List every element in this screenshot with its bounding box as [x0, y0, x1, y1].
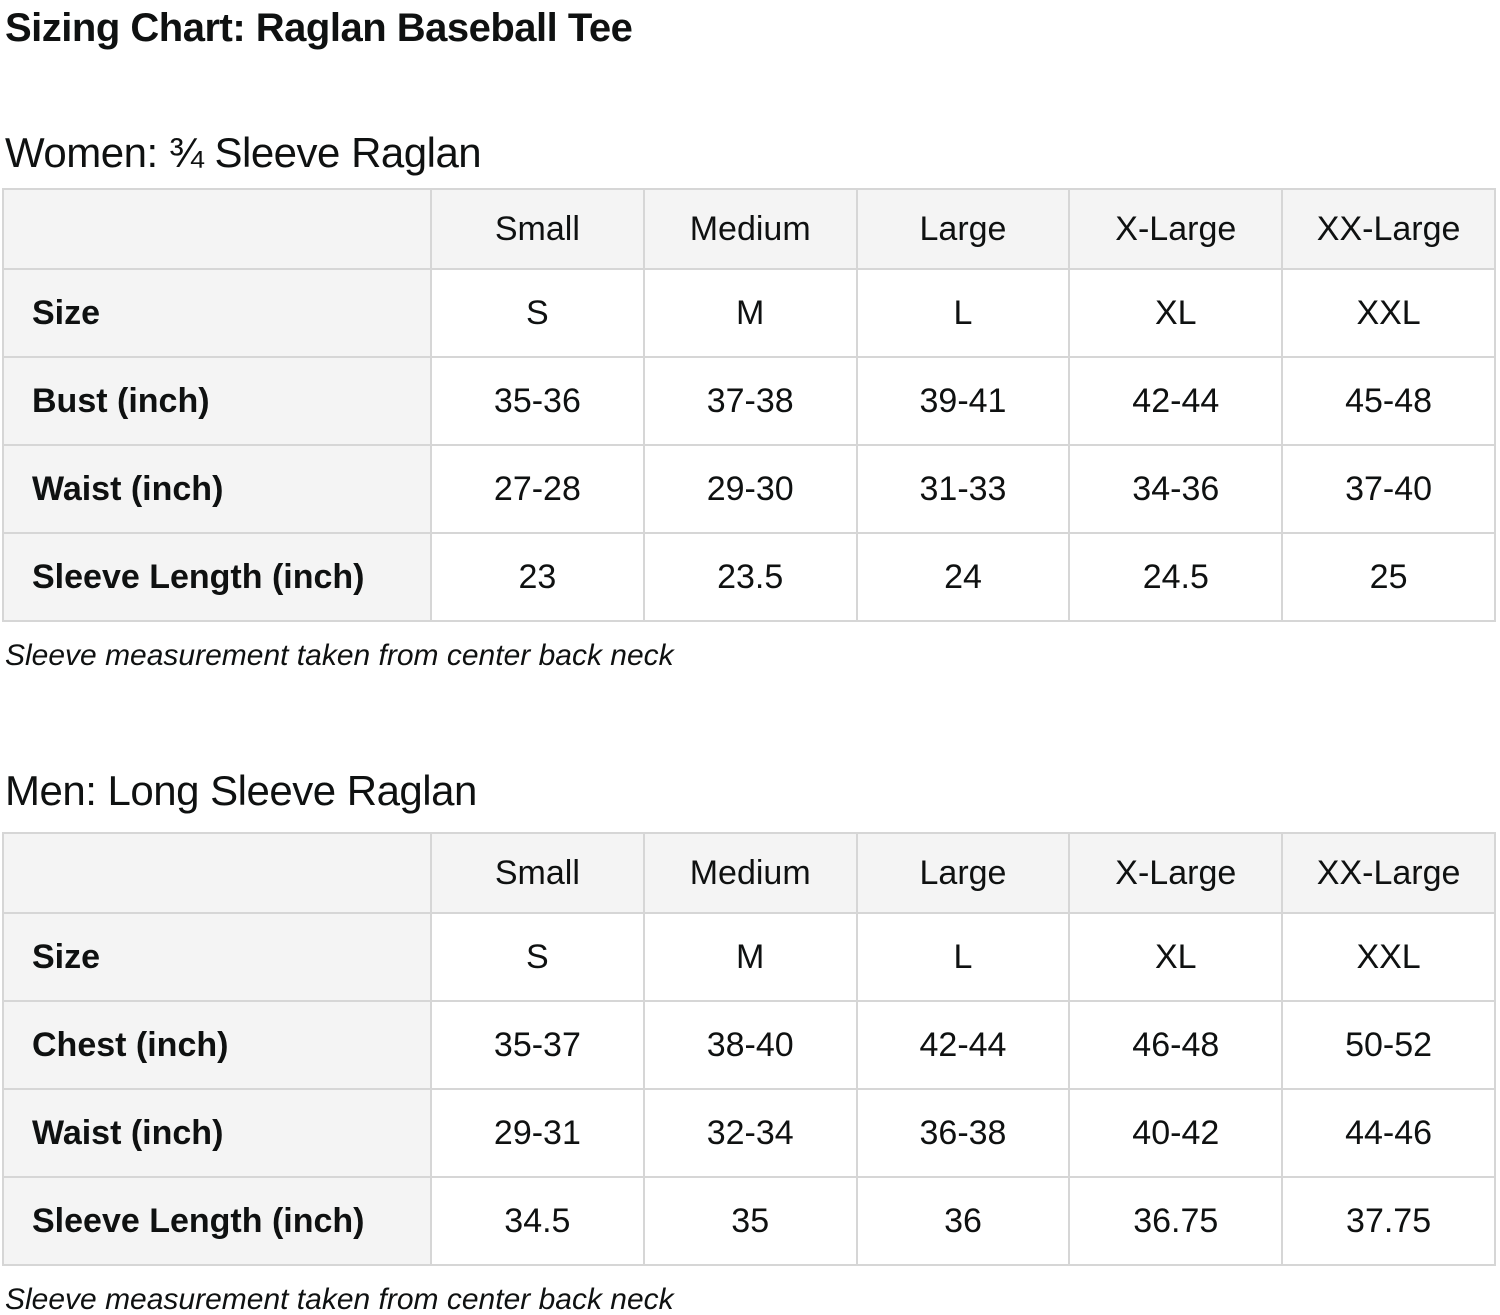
men-row-waist: Waist (inch) 29-31 32-34 36-38 40-42 44-… [2, 1088, 1496, 1178]
women-column-header-xxlarge: XX-Large [1281, 188, 1496, 270]
table-cell: S [430, 268, 645, 358]
table-cell: 42-44 [1068, 356, 1284, 446]
table-cell: 35-37 [430, 1000, 645, 1090]
table-cell: 45-48 [1281, 356, 1496, 446]
women-row-size: Size S M L XL XXL [2, 268, 1496, 358]
table-cell: 35 [642, 1176, 858, 1266]
row-label: Size [2, 912, 432, 1002]
row-label: Bust (inch) [2, 356, 432, 446]
table-cell: 36 [855, 1176, 1071, 1266]
table-cell: 24 [855, 532, 1071, 622]
row-label: Waist (inch) [2, 1088, 432, 1178]
table-cell: XXL [1281, 912, 1496, 1002]
women-sleeve-note: Sleeve measurement taken from center bac… [5, 639, 674, 672]
table-cell: XXL [1281, 268, 1496, 358]
men-row-sleeve-length: Sleeve Length (inch) 34.5 35 36 36.75 37… [2, 1176, 1496, 1266]
men-sleeve-note: Sleeve measurement taken from center bac… [5, 1283, 674, 1315]
row-label: Chest (inch) [2, 1000, 432, 1090]
men-column-header-medium: Medium [642, 832, 858, 914]
men-size-table: Small Medium Large X-Large XX-Large Size… [2, 832, 1496, 1266]
women-row-sleeve-length: Sleeve Length (inch) 23 23.5 24 24.5 25 [2, 532, 1496, 622]
row-label: Sleeve Length (inch) [2, 1176, 432, 1266]
section-women: Women: ¾ Sleeve Raglan Small Medium Larg… [0, 128, 1500, 674]
table-cell: M [642, 912, 858, 1002]
table-cell: 36-38 [855, 1088, 1071, 1178]
row-label: Sleeve Length (inch) [2, 532, 432, 622]
table-cell: S [430, 912, 645, 1002]
men-column-header-large: Large [855, 832, 1071, 914]
men-header-row: Small Medium Large X-Large XX-Large [2, 832, 1496, 914]
table-cell: 37-40 [1281, 444, 1496, 534]
table-cell: 29-30 [642, 444, 858, 534]
section-men-heading: Men: Long Sleeve Raglan [5, 767, 477, 814]
table-cell: 40-42 [1068, 1088, 1284, 1178]
women-column-header-xlarge: X-Large [1068, 188, 1284, 270]
table-cell: 37.75 [1281, 1176, 1496, 1266]
men-column-header-xxlarge: XX-Large [1281, 832, 1496, 914]
table-cell: 29-31 [430, 1088, 645, 1178]
women-column-header-medium: Medium [642, 188, 858, 270]
men-row-chest: Chest (inch) 35-37 38-40 42-44 46-48 50-… [2, 1000, 1496, 1090]
page-title: Sizing Chart: Raglan Baseball Tee [5, 6, 633, 50]
sizing-chart-page: Sizing Chart: Raglan Baseball Tee Women:… [0, 4, 1500, 1315]
women-header-row: Small Medium Large X-Large XX-Large [2, 188, 1496, 270]
table-cell: L [855, 268, 1071, 358]
men-row-size: Size S M L XL XXL [2, 912, 1496, 1002]
women-column-header-large: Large [855, 188, 1071, 270]
table-cell: 37-38 [642, 356, 858, 446]
women-column-header-small: Small [430, 188, 645, 270]
table-cell: 46-48 [1068, 1000, 1284, 1090]
table-cell: 38-40 [642, 1000, 858, 1090]
table-cell: M [642, 268, 858, 358]
table-cell: XL [1068, 912, 1284, 1002]
table-cell: 32-34 [642, 1088, 858, 1178]
women-row-bust: Bust (inch) 35-36 37-38 39-41 42-44 45-4… [2, 356, 1496, 446]
table-cell: 39-41 [855, 356, 1071, 446]
table-cell: 42-44 [855, 1000, 1071, 1090]
table-cell: 25 [1281, 532, 1496, 622]
table-cell: 27-28 [430, 444, 645, 534]
table-cell: 36.75 [1068, 1176, 1284, 1266]
row-label: Waist (inch) [2, 444, 432, 534]
section-men: Men: Long Sleeve Raglan Small Medium Lar… [0, 766, 1500, 1315]
women-row-waist: Waist (inch) 27-28 29-30 31-33 34-36 37-… [2, 444, 1496, 534]
table-cell: 23.5 [642, 532, 858, 622]
table-cell: 23 [430, 532, 645, 622]
row-label: Size [2, 268, 432, 358]
table-cell: 50-52 [1281, 1000, 1496, 1090]
table-cell: XL [1068, 268, 1284, 358]
women-corner-cell [2, 188, 432, 270]
table-cell: 34-36 [1068, 444, 1284, 534]
women-size-table: Small Medium Large X-Large XX-Large Size… [2, 188, 1496, 622]
section-women-heading: Women: ¾ Sleeve Raglan [5, 129, 482, 176]
table-cell: L [855, 912, 1071, 1002]
table-cell: 24.5 [1068, 532, 1284, 622]
men-column-header-small: Small [430, 832, 645, 914]
table-cell: 34.5 [430, 1176, 645, 1266]
table-cell: 35-36 [430, 356, 645, 446]
table-cell: 31-33 [855, 444, 1071, 534]
men-corner-cell [2, 832, 432, 914]
men-column-header-xlarge: X-Large [1068, 832, 1284, 914]
table-cell: 44-46 [1281, 1088, 1496, 1178]
